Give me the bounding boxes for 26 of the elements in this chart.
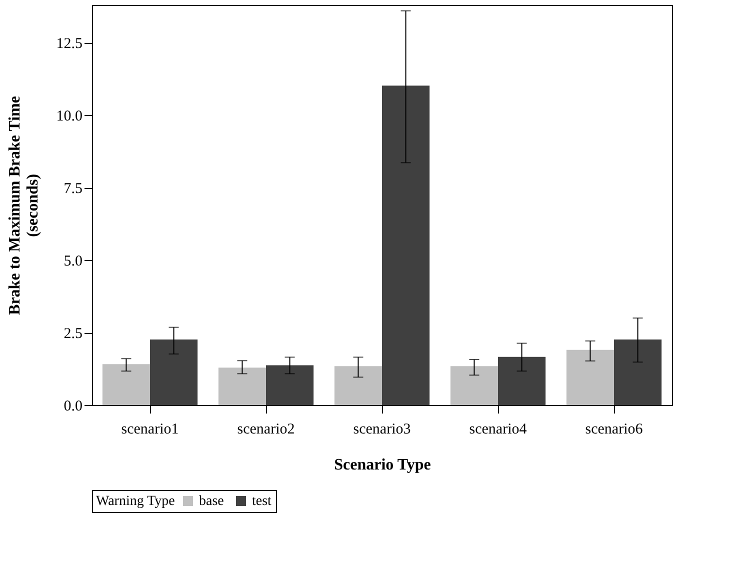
- y-tick-label: 12.5: [56, 36, 82, 52]
- x-axis-title: Scenario Type: [334, 456, 431, 474]
- y-axis-title: Brake to Maximum Brake Time (seconds): [6, 96, 42, 315]
- bar: [450, 366, 498, 405]
- x-tick-label: scenario6: [585, 422, 644, 438]
- bar: [218, 368, 266, 405]
- bar: [614, 339, 662, 405]
- bar: [266, 365, 314, 405]
- x-tick-label: scenario1: [121, 422, 179, 438]
- bar: [150, 339, 198, 405]
- y-tick-label: 10.0: [56, 108, 82, 125]
- x-tick-label: scenario3: [353, 422, 411, 438]
- legend-label: test: [252, 494, 272, 509]
- y-tick-label: 2.5: [64, 326, 82, 342]
- y-tick-label: 7.5: [64, 181, 82, 198]
- bar: [566, 350, 614, 405]
- x-tick-label: scenario2: [237, 422, 295, 438]
- y-tick-label: 5.0: [64, 254, 82, 270]
- bar: [382, 86, 430, 405]
- y-tick-label: 0.0: [64, 398, 82, 414]
- bar: [334, 366, 382, 405]
- legend-title: Warning Type: [96, 494, 175, 509]
- legend-label: base: [199, 494, 224, 509]
- bar: [498, 356, 546, 405]
- x-tick-label: scenario4: [469, 422, 528, 438]
- bar: [102, 364, 150, 405]
